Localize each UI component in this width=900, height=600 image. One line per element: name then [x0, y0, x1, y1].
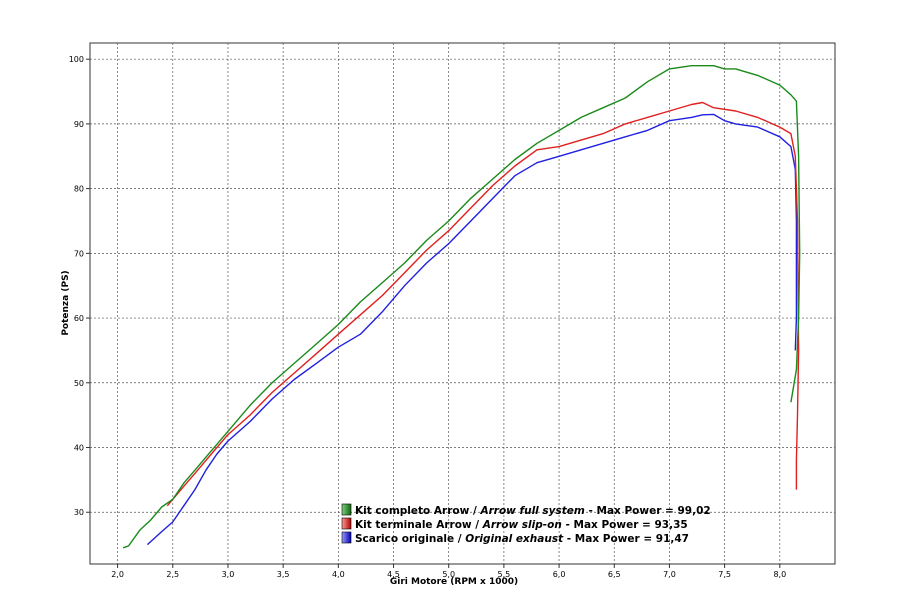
y-tick-label: 80 [74, 185, 84, 194]
y-tick-labels: 30 40 50 60 70 80 90 100 [69, 55, 84, 517]
y-tick-label: 60 [74, 314, 84, 323]
legend-swatch-original-exhaust [341, 531, 352, 544]
legend: Kit completo Arrow / Arrow full system -… [341, 503, 711, 545]
x-tick-label: 6,5 [608, 570, 621, 579]
x-tick-label: 8,0 [773, 570, 786, 579]
x-tick-labels: 2,0 2,5 3,0 3,5 4,0 4,5 5,0 5,5 6,0 6,5 7,0 7,5 8,0 [111, 570, 786, 579]
x-tick-label: 6,0 [553, 570, 566, 579]
y-tick-label: 40 [74, 444, 84, 453]
x-tick-label: 5,5 [498, 570, 511, 579]
y-tick-label: 70 [74, 249, 84, 258]
legend-label-full-system: Kit completo Arrow / Arrow full system -… [355, 505, 711, 517]
y-tick-label: 30 [74, 508, 84, 517]
series-line-slip-on [166, 101, 800, 507]
y-tick-label: 100 [69, 55, 84, 64]
x-tick-label: 5,0 [442, 570, 455, 579]
x-tick-label: 7,5 [718, 570, 731, 579]
x-tick-label: 2,5 [166, 570, 179, 579]
legend-swatch-full-system [341, 503, 352, 516]
x-axis-label: Giri Motore (RPM x 1000) [390, 577, 518, 587]
series-line-full-system [122, 64, 801, 549]
legend-swatch-slip-on [341, 517, 352, 530]
series-line-original-exhaust [146, 113, 798, 546]
y-tick-label: 50 [74, 379, 84, 388]
y-tick-label: 90 [74, 120, 84, 129]
x-tick-label: 4,0 [332, 570, 345, 579]
legend-label-slip-on: Kit terminale Arrow / Arrow slip-on - Ma… [355, 519, 688, 531]
y-axis-label: Potenza (PS) [61, 270, 71, 335]
x-tick-label: 7,0 [663, 570, 676, 579]
series-layer [122, 64, 801, 549]
x-tick-label: 3,5 [277, 570, 290, 579]
grid [86, 43, 835, 568]
plot-area [89, 42, 836, 565]
legend-label-original-exhaust: Scarico originale / Original exhaust - M… [355, 533, 689, 545]
x-tick-label: 4,5 [387, 570, 400, 579]
x-tick-label: 3,0 [222, 570, 235, 579]
x-tick-label: 2,0 [111, 570, 124, 579]
